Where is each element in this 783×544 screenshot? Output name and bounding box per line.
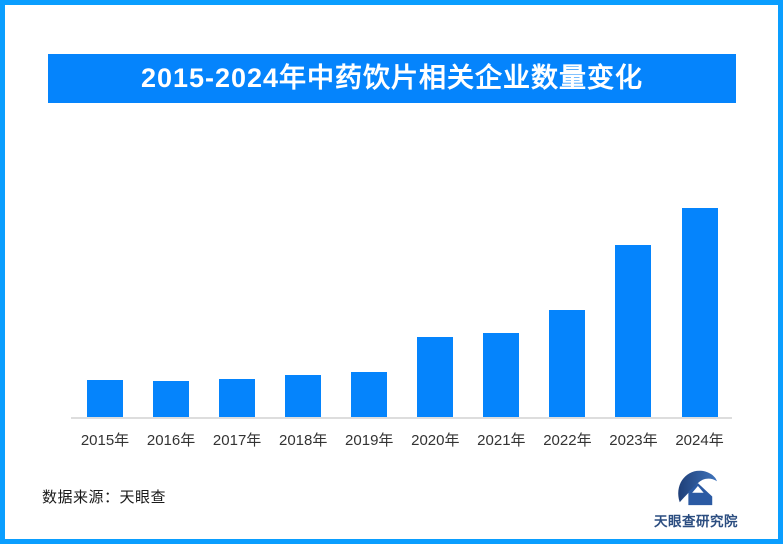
x-axis-label: 2021年: [477, 432, 526, 449]
bar-2023年: [615, 245, 652, 417]
bar-2019年: [351, 372, 388, 417]
x-axis-label: 2017年: [212, 432, 262, 449]
tianyancha-logo: 天眼查研究院: [654, 466, 738, 530]
x-axis-label: 2024年: [675, 432, 724, 449]
bar-2017年: [219, 379, 256, 417]
bar-2015年: [87, 380, 123, 417]
x-axis-label: 2018年: [278, 432, 328, 449]
bar-chart: [71, 180, 732, 419]
bar-2020年: [417, 337, 454, 417]
chart-title-banner: 2015-2024年中药饮片相关企业数量变化: [48, 54, 736, 103]
x-axis-label: 2020年: [411, 432, 460, 449]
x-axis-label: 2019年: [345, 432, 394, 449]
tianyancha-eagle-icon: [678, 470, 717, 506]
logo-text: 天眼查研究院: [654, 514, 738, 529]
data-source-note: 数据来源：天眼查: [42, 489, 167, 506]
bar-2024年: [681, 208, 718, 417]
x-axis: 2015年 2016年 2017年 2018年 2019年 2020年 2021年 2022年…: [71, 429, 732, 451]
bar-2018年: [285, 375, 322, 417]
x-axis-label: 2015年: [80, 432, 130, 449]
bar-2021年: [483, 333, 520, 417]
bar-2016年: [153, 381, 190, 417]
x-axis-label: 2023年: [609, 432, 658, 449]
x-axis-label: 2016年: [146, 432, 196, 449]
x-axis-label: 2022年: [543, 432, 592, 449]
bar-2022年: [549, 310, 586, 417]
